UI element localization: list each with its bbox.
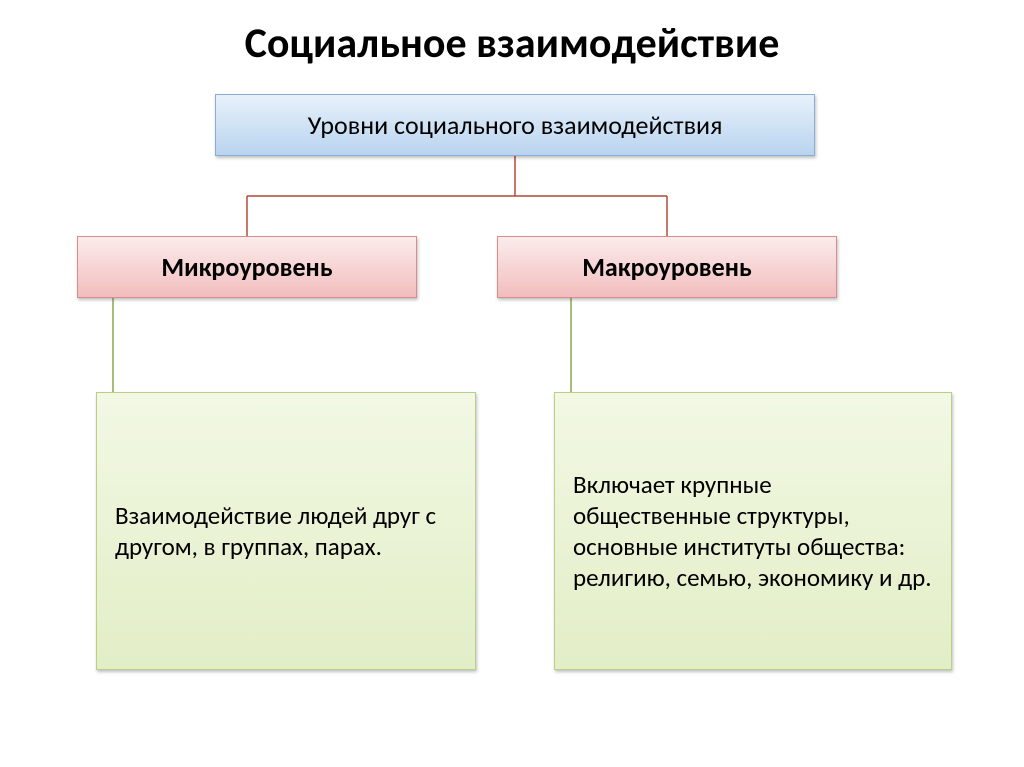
root-node-label: Уровни социального взаимодействия: [308, 109, 723, 141]
leaf-node-macro: Включает крупные общественные структуры,…: [554, 392, 952, 670]
level-node-label: Микроуровень: [161, 251, 332, 283]
leaf-node-micro: Взаимодействие людей друг с другом, в гр…: [96, 392, 476, 670]
leaf-node-text: Взаимодействие людей друг с другом, в гр…: [115, 500, 457, 562]
level-node-macro: Макроуровень: [497, 236, 837, 298]
slide-title: Социальное взаимодействие: [0, 18, 1024, 69]
root-node: Уровни социального взаимодействия: [215, 94, 815, 156]
level-node-micro: Микроуровень: [77, 236, 417, 298]
leaf-node-text: Включает крупные общественные структуры,…: [573, 469, 933, 593]
level-node-label: Макроуровень: [582, 251, 752, 283]
